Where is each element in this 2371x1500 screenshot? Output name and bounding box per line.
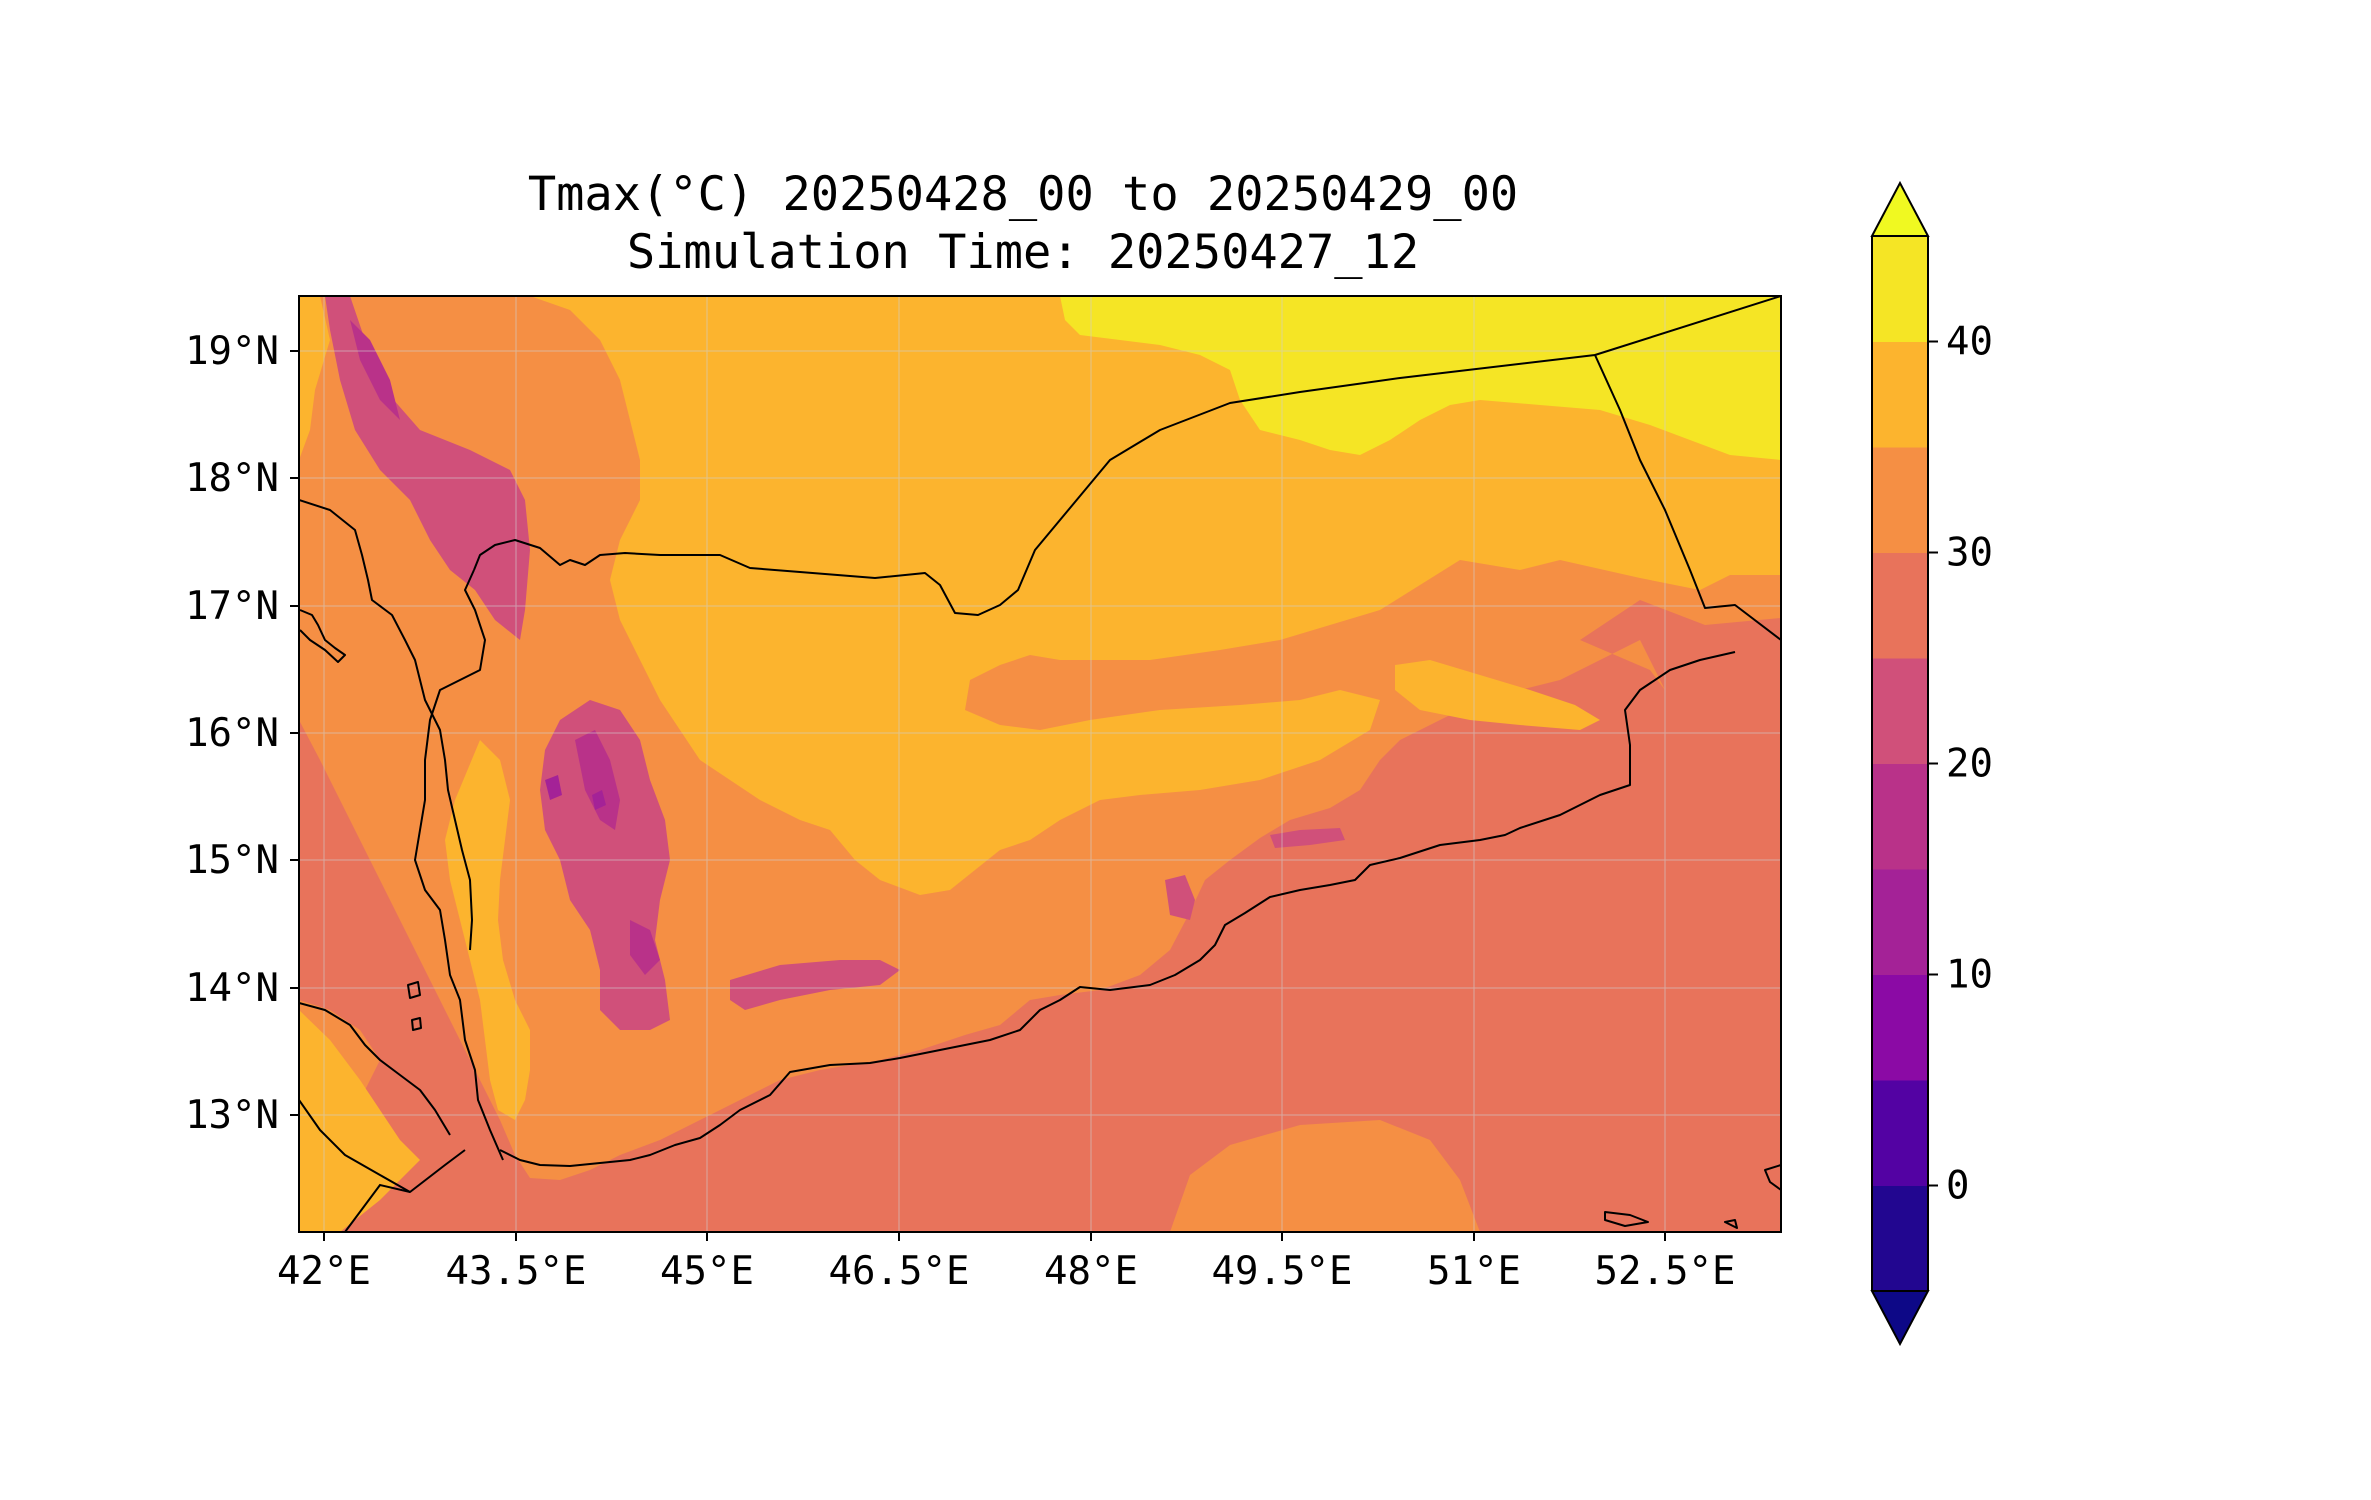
colorbar-under-arrow	[1870, 1290, 1930, 1347]
colorbar-tick-label: 10	[1946, 953, 1993, 998]
x-tick-label: 48°E	[1044, 1249, 1138, 1294]
eritrea-coast	[299, 1002, 451, 1136]
colorbar-segment	[1872, 1080, 1928, 1186]
temp-band-10-15	[545, 775, 606, 810]
y-tick-label: 18°N	[185, 456, 279, 501]
red-sea-coast	[414, 569, 504, 1161]
y-tick-labels: 19°N 18°N 17°N 16°N 15°N 14°N 13°N	[185, 329, 279, 1138]
x-tick-label: 42°E	[277, 1249, 371, 1294]
colorbar-tick-label: 30	[1946, 531, 1993, 576]
y-tick-label: 13°N	[185, 1093, 279, 1138]
socotra-coast	[1604, 1164, 1781, 1229]
colorbar-segment	[1872, 1185, 1928, 1292]
x-tick-labels: 42°E 43.5°E 45°E 46.5°E 48°E 49.5°E 51°E…	[277, 1249, 1735, 1294]
x-tick-label: 43.5°E	[446, 1249, 587, 1294]
eritrea-ethiopia-border	[344, 1183, 411, 1232]
colorbar: 0 10 20 30 40	[1870, 180, 1993, 1347]
colorbar-segment	[1872, 658, 1928, 764]
dahlak-islands	[299, 609, 346, 663]
y-tick-label: 16°N	[185, 711, 279, 756]
temp-band-15-20	[350, 320, 660, 975]
x-tick-label: 51°E	[1427, 1249, 1521, 1294]
colorbar-tick-label: 40	[1946, 320, 1993, 365]
map-frame	[298, 295, 1782, 1233]
map-gridlines	[299, 296, 1781, 1232]
hanish-islands	[407, 981, 422, 1031]
temp-band-40-45	[1060, 296, 1781, 460]
colorbar-segment	[1872, 869, 1928, 975]
colorbar-segment	[1872, 236, 1928, 342]
colorbar-segment	[1872, 974, 1928, 1081]
colorbar-tick-label: 20	[1946, 742, 1993, 787]
y-tick-label: 15°N	[185, 838, 279, 883]
colorbar-segment	[1872, 552, 1928, 659]
y-tick-label: 14°N	[185, 966, 279, 1011]
arabian-sea-coast	[499, 651, 1736, 1167]
x-tick-label: 45°E	[660, 1249, 754, 1294]
x-tick-label: 49.5°E	[1212, 1249, 1353, 1294]
colorbar-segment	[1872, 341, 1928, 448]
axis-ticks	[290, 350, 1666, 1241]
temp-band-20-25	[325, 296, 1345, 1030]
x-tick-label: 46.5°E	[829, 1249, 970, 1294]
african-coast	[299, 499, 473, 951]
colorbar-segment	[1872, 763, 1928, 870]
oman-border	[1594, 296, 1781, 356]
colorbar-segment	[1872, 447, 1928, 553]
y-tick-label: 17°N	[185, 584, 279, 629]
map-title: Tmax(°C) 20250428_00 to 20250429_00	[528, 167, 1518, 222]
yemen-coastline	[473, 354, 1781, 641]
djibouti-coast	[299, 1099, 466, 1193]
temp-band-35-40	[299, 296, 1781, 1232]
colorbar-tick-label: 0	[1946, 1164, 1969, 1209]
x-tick-label: 52.5°E	[1595, 1249, 1736, 1294]
y-tick-label: 19°N	[185, 329, 279, 374]
colorbar-over-arrow	[1870, 180, 1930, 237]
map-subtitle: Simulation Time: 20250427_12	[627, 225, 1419, 280]
map-area	[299, 296, 1781, 1232]
